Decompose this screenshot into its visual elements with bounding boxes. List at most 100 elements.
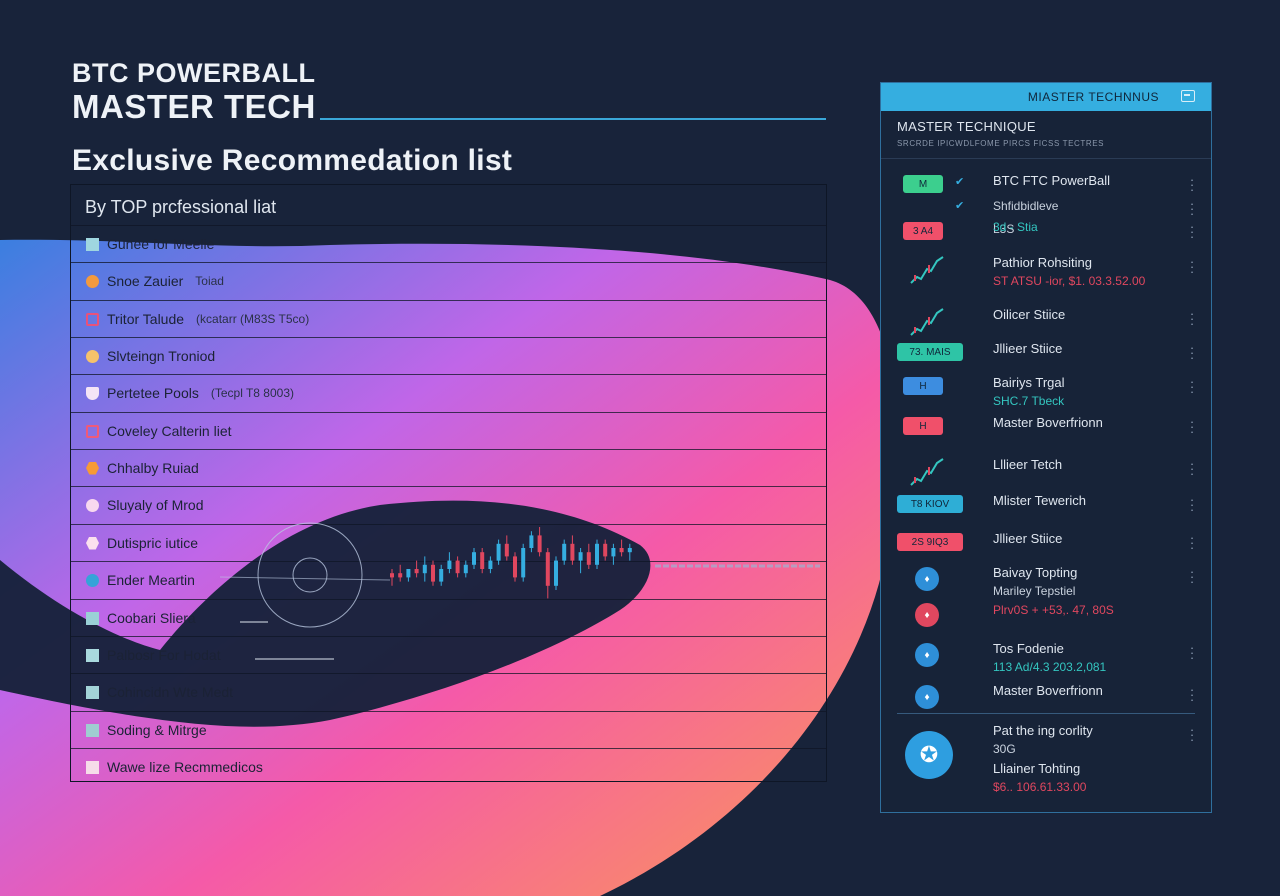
kebab-menu-icon[interactable]: · · · [1189, 722, 1195, 747]
coin-icon: ♦ [915, 685, 939, 709]
row-label: Gunee for Meelie [107, 236, 215, 252]
kebab-menu-icon[interactable]: · · · [1189, 306, 1195, 331]
list-row[interactable]: Coveley Calterin liet [71, 412, 826, 449]
item-value: 3d - Stia [993, 220, 1038, 234]
trend-up-icon [910, 308, 944, 336]
row-note: (Tecpl T8 8003) [210, 386, 294, 400]
panel-item[interactable]: ♦ [881, 599, 1211, 629]
panel-item[interactable]: 73. MAIS Jllieer Stiice · · · [881, 339, 1211, 369]
list-row[interactable]: Pertetee Pools (Tecpl T8 8003) [71, 374, 826, 411]
list-row[interactable]: Cohincidn Wte Medt [71, 673, 826, 710]
kebab-menu-icon[interactable]: · · · [1189, 564, 1195, 589]
check-icon: ✔ [955, 176, 965, 188]
square-icon [86, 237, 99, 251]
status-badge: H [903, 417, 943, 435]
star-coin-icon: ✪ [905, 731, 953, 779]
square-icon [86, 685, 99, 699]
check-icon: ✔ [955, 200, 965, 212]
item-value: Plrv0S + +53,. 47, 80S [993, 603, 1114, 617]
item-value: SHC.7 Tbeck [993, 394, 1065, 408]
item-subtitle: Shfidbidleve [993, 199, 1059, 213]
item-title: Mlister Tewerich [993, 493, 1086, 508]
list-row[interactable]: Snoe Zauier Toiad [71, 262, 826, 299]
item-subtitle: Mariley Tepstiel [993, 584, 1076, 598]
panel-item[interactable]: H Master Boverfrionn · · · [881, 413, 1211, 443]
row-label: Soding & Mitrge [107, 722, 207, 738]
row-label: Coveley Calterin liet [107, 423, 232, 439]
panel-caption: SRCRDE IPICWDLFOME PIRCS FICSS TECTRES [897, 139, 1105, 148]
panel-item[interactable]: ✔ Shfidbidleve · · · [881, 195, 1211, 225]
section-title: Exclusive Recommedation list [72, 144, 513, 177]
list-row[interactable]: Sluyaly of Mrod [71, 486, 826, 523]
item-title: BTC FTC PowerBall [993, 173, 1111, 188]
list-row[interactable]: Tritor Talude (kcatarr (M83S T5co) [71, 300, 826, 337]
kebab-menu-icon[interactable]: · · · [1189, 414, 1195, 439]
circle-icon [86, 573, 99, 587]
list-row[interactable]: Slvteingn Troniod [71, 337, 826, 374]
item-title: Lllieer Tetch [993, 457, 1063, 472]
status-badge: 2S 9IQ3 [897, 533, 963, 551]
item-title: Pathior Rohsiting [993, 255, 1092, 270]
list-row[interactable]: Coobari Sliera [71, 599, 826, 636]
kebab-menu-icon[interactable]: · · · [1189, 374, 1195, 399]
kebab-menu-icon[interactable]: · · · [1189, 254, 1195, 279]
kebab-menu-icon[interactable]: · · · [1189, 340, 1195, 365]
kebab-menu-icon[interactable]: · · · [1189, 172, 1195, 197]
list-row[interactable]: Soding & Mitrge [71, 711, 826, 748]
item-title: Oilicer Stiice [993, 307, 1066, 322]
panel-title: MASTER TECHNIQUE [897, 119, 1036, 134]
list-row[interactable]: Palbosr For Hodat [71, 636, 826, 673]
item-title: Tos Fodenie [993, 641, 1064, 656]
square-outline-icon [86, 312, 99, 326]
item-subtitle: 30G [993, 742, 1016, 756]
panel-item[interactable]: Lllieer Tetch · · · [881, 455, 1211, 486]
row-note: Toiad [195, 274, 224, 288]
kebab-menu-icon[interactable]: · · · [1189, 196, 1195, 221]
trend-up-icon [910, 458, 944, 486]
item-value: $6.. 106.61.33.00 [993, 780, 1087, 794]
panel-item[interactable]: ♦ Tos Fodenie 113 Ad/4.3 203.2,081 · · · [881, 639, 1211, 674]
list-subtitle: By TOP prcfessional liat [85, 197, 277, 217]
list-row[interactable]: Dutispric iutice [71, 524, 826, 561]
panel-item[interactable]: Oilicer Stiice · · · [881, 305, 1211, 336]
square-icon [86, 760, 99, 774]
list-row[interactable]: Ender Meartin [71, 561, 826, 598]
panel-item[interactable]: M ✔ BTC FTC PowerBall · · · [881, 171, 1211, 201]
coin-icon: ♦ [915, 643, 939, 667]
panel-tab[interactable]: MIASTER TECHNNUS [1027, 90, 1159, 104]
status-badge: T8 KIOV [897, 495, 963, 513]
item-title: Master Boverfrionn [993, 683, 1103, 698]
panel-item[interactable]: 3 A4 L3S 3d - Stia · · · [881, 218, 1211, 248]
row-label: Coobari Sliera [107, 610, 196, 626]
brand-line-2: MASTER TECH [72, 88, 316, 125]
kebab-menu-icon[interactable]: · · · [1189, 530, 1195, 555]
item-value: ST ATSU -ior, $1. 03.3.52.00 [993, 274, 1146, 288]
panel-menu-icon[interactable] [1181, 90, 1195, 102]
list-row[interactable]: Gunee for Meelie [71, 225, 826, 262]
kebab-menu-icon[interactable]: · · · [1189, 682, 1195, 707]
square-icon [86, 611, 99, 625]
circle-icon [86, 498, 99, 512]
panel-item[interactable]: T8 KIOV Mlister Tewerich · · · [881, 491, 1211, 521]
panel-item[interactable]: ✪ Pat the ing corlity 30G Lliainer Tohting $… [881, 721, 1211, 794]
list-row[interactable]: Chhalby Ruiad [71, 449, 826, 486]
row-label: Snoe Zauier [107, 273, 184, 289]
kebab-menu-icon[interactable]: · · · [1189, 640, 1195, 665]
row-label: Pertetee Pools [107, 385, 199, 401]
status-badge: H [903, 377, 943, 395]
kebab-menu-icon[interactable]: · · · [1189, 456, 1195, 481]
row-label: Dutispric iutice [107, 535, 199, 551]
panel-item[interactable]: Pathior Rohsiting ST ATSU -ior, $1. 03.3.… [881, 253, 1211, 288]
panel-item[interactable]: H Bairiys Trgal SHC.7 Tbeck · · · [881, 373, 1211, 408]
row-label: Palbosr For Hodat [107, 647, 221, 663]
kebab-menu-icon[interactable]: · · · [1189, 219, 1195, 244]
brand-line-1: BTC POWERBALL [72, 58, 316, 88]
panel-item[interactable]: 2S 9IQ3 Jllieer Stiice · · · [881, 529, 1211, 559]
square-outline-icon [86, 424, 99, 438]
kebab-menu-icon[interactable]: · · · [1189, 492, 1195, 517]
list-row[interactable]: Wawe lize Recmmedicos [71, 748, 826, 785]
item-title: Jllieer Stiice [993, 531, 1063, 546]
panel-item[interactable]: ♦ Master Boverfrionn · · · [881, 681, 1211, 711]
panel-item[interactable]: ♦ Baivay Topting Mariley Tepstiel Plrv0S + … [881, 563, 1211, 617]
item-subtitle: L3S [993, 222, 1015, 236]
